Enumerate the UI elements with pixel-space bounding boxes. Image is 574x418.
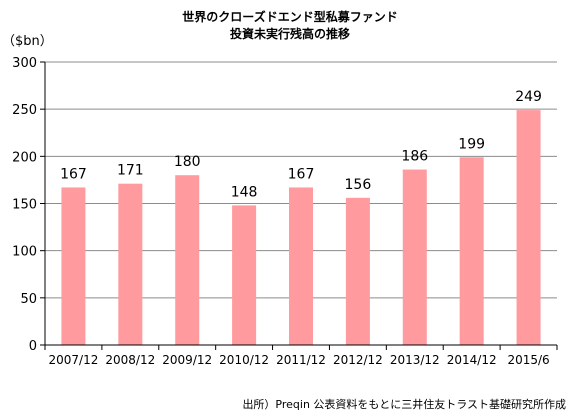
bar (289, 187, 313, 345)
source-note: 出所）Preqin 公表資料をもとに三井住友トラスト基礎研究所作成 (242, 397, 566, 411)
x-tick-label: 2009/12 (162, 353, 212, 367)
y-tick-label: 100 (12, 245, 37, 260)
x-tick-label: 2012/12 (333, 353, 383, 367)
x-axis-ticks: 2007/12 2008/12 2009/12 2010/12 2011/12 2012/… (44, 345, 558, 367)
bar (61, 187, 86, 345)
x-tick-label: 2010/12 (219, 353, 269, 367)
data-label: 156 (345, 177, 372, 193)
y-tick-label: 250 (12, 103, 37, 118)
bar (402, 169, 427, 345)
data-labels: 167 171 180 148 167 156 186 199 249 (60, 89, 542, 200)
bar (345, 197, 370, 345)
x-tick-label: 2015/6 (507, 353, 549, 367)
y-tick-label: 150 (12, 198, 37, 213)
data-label: 186 (401, 149, 428, 165)
y-axis-ticks: 0 50 100 150 200 250 300 (12, 56, 45, 354)
bar (118, 183, 143, 345)
x-tick-label: 2014/12 (447, 353, 497, 367)
bar (459, 157, 484, 345)
data-label: 171 (117, 163, 144, 179)
bar (516, 110, 541, 345)
data-label: 167 (60, 166, 87, 182)
chart-title-line-1: 世界のクローズドエンド型私募ファンド (182, 9, 397, 24)
y-axis-unit-label: （$bn） (2, 34, 53, 49)
data-label: 167 (288, 166, 315, 182)
data-label: 148 (231, 184, 258, 200)
y-tick-label: 50 (20, 292, 37, 307)
y-tick-label: 200 (12, 150, 37, 165)
x-tick-label: 2011/12 (276, 353, 326, 367)
data-label: 180 (174, 154, 201, 170)
y-tick-label: 0 (29, 339, 37, 354)
data-label: 199 (458, 136, 485, 152)
x-tick-label: 2007/12 (49, 353, 99, 367)
bars (61, 110, 541, 345)
x-tick-label: 2013/12 (390, 353, 440, 367)
bar (232, 205, 257, 345)
data-label: 249 (515, 89, 542, 105)
bar (175, 175, 200, 345)
y-tick-label: 300 (12, 56, 37, 71)
chart-title-line-2: 投資未実行残高の推移 (230, 26, 350, 41)
x-tick-label: 2008/12 (105, 353, 155, 367)
